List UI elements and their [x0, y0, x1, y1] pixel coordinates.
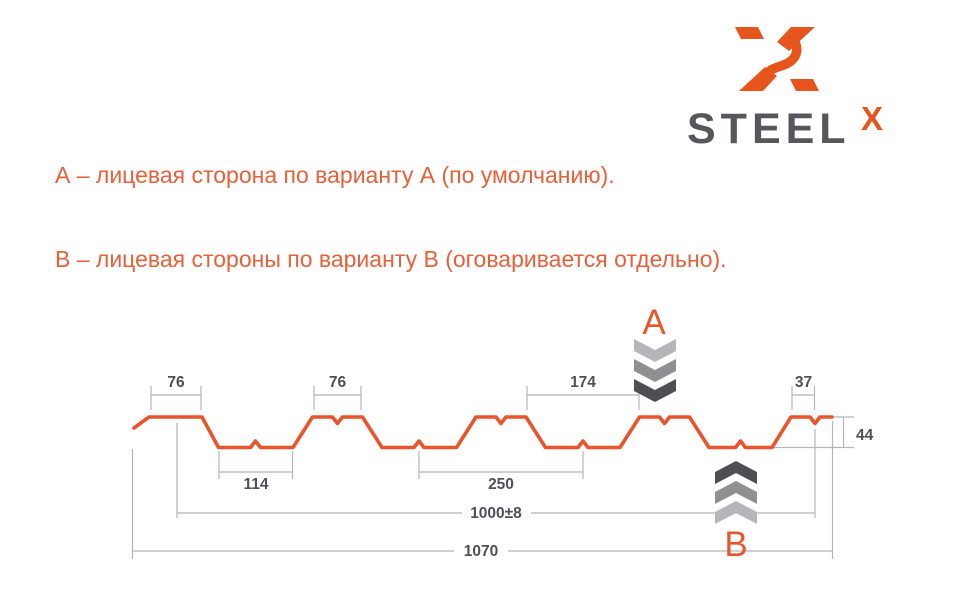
marker-a-chevrons [634, 339, 676, 402]
dim-label-crest-gap: 174 [570, 374, 596, 391]
dimension-lines [131, 386, 854, 559]
dim-label-valley: 114 [243, 476, 268, 493]
note-variant-b: В – лицевая стороны по варианту В (огова… [55, 246, 727, 272]
dim-label-edge-crest: 37 [795, 374, 812, 391]
dimension-labels: 76 76 174 37 114 250 1000±8 1070 44 [167, 374, 873, 560]
logo-x-bottom-left-wedge [739, 67, 777, 91]
dim-pitch [418, 451, 584, 479]
note-variant-a: А – лицевая сторона по варианту А (по ум… [55, 162, 615, 188]
dim-profile-height [772, 416, 854, 449]
dim-edge-crest [791, 386, 816, 410]
dim-crest1 [150, 386, 202, 410]
chevron-down-icon [634, 339, 676, 362]
dim-crest2 [313, 386, 362, 410]
marker-a-label: A [642, 303, 666, 342]
dim-label-profile-height: 44 [856, 427, 874, 444]
logo-x-top-left-wedge [735, 27, 764, 39]
chevron-down-icon [634, 379, 676, 402]
chevron-up-icon [715, 481, 757, 504]
dim-label-working-width: 1000±8 [470, 505, 522, 522]
logo-x-bottom-right-wedge [790, 79, 819, 91]
dim-label-crest2: 76 [329, 374, 347, 391]
dim-overall-width [131, 421, 834, 559]
dim-label-crest1: 76 [167, 374, 185, 391]
profile-cross-section-line [132, 415, 834, 450]
chevron-down-icon [634, 359, 676, 382]
dim-label-overall-width: 1070 [464, 543, 498, 560]
chevron-up-icon [715, 461, 757, 484]
dim-valley [218, 451, 294, 479]
marker-b-chevrons [715, 461, 757, 524]
logo-accent-x: X [861, 100, 884, 137]
chevron-up-icon [715, 501, 757, 524]
logo-wordmark: STEEL [687, 105, 851, 153]
logo-x-icon-shapes [735, 27, 819, 91]
logo-x-center-s-ribbon [759, 37, 802, 80]
logo-x-icon [735, 27, 819, 91]
dim-label-pitch: 250 [488, 476, 514, 493]
marker-b-label: B [724, 525, 747, 564]
dim-working-width [176, 423, 816, 518]
